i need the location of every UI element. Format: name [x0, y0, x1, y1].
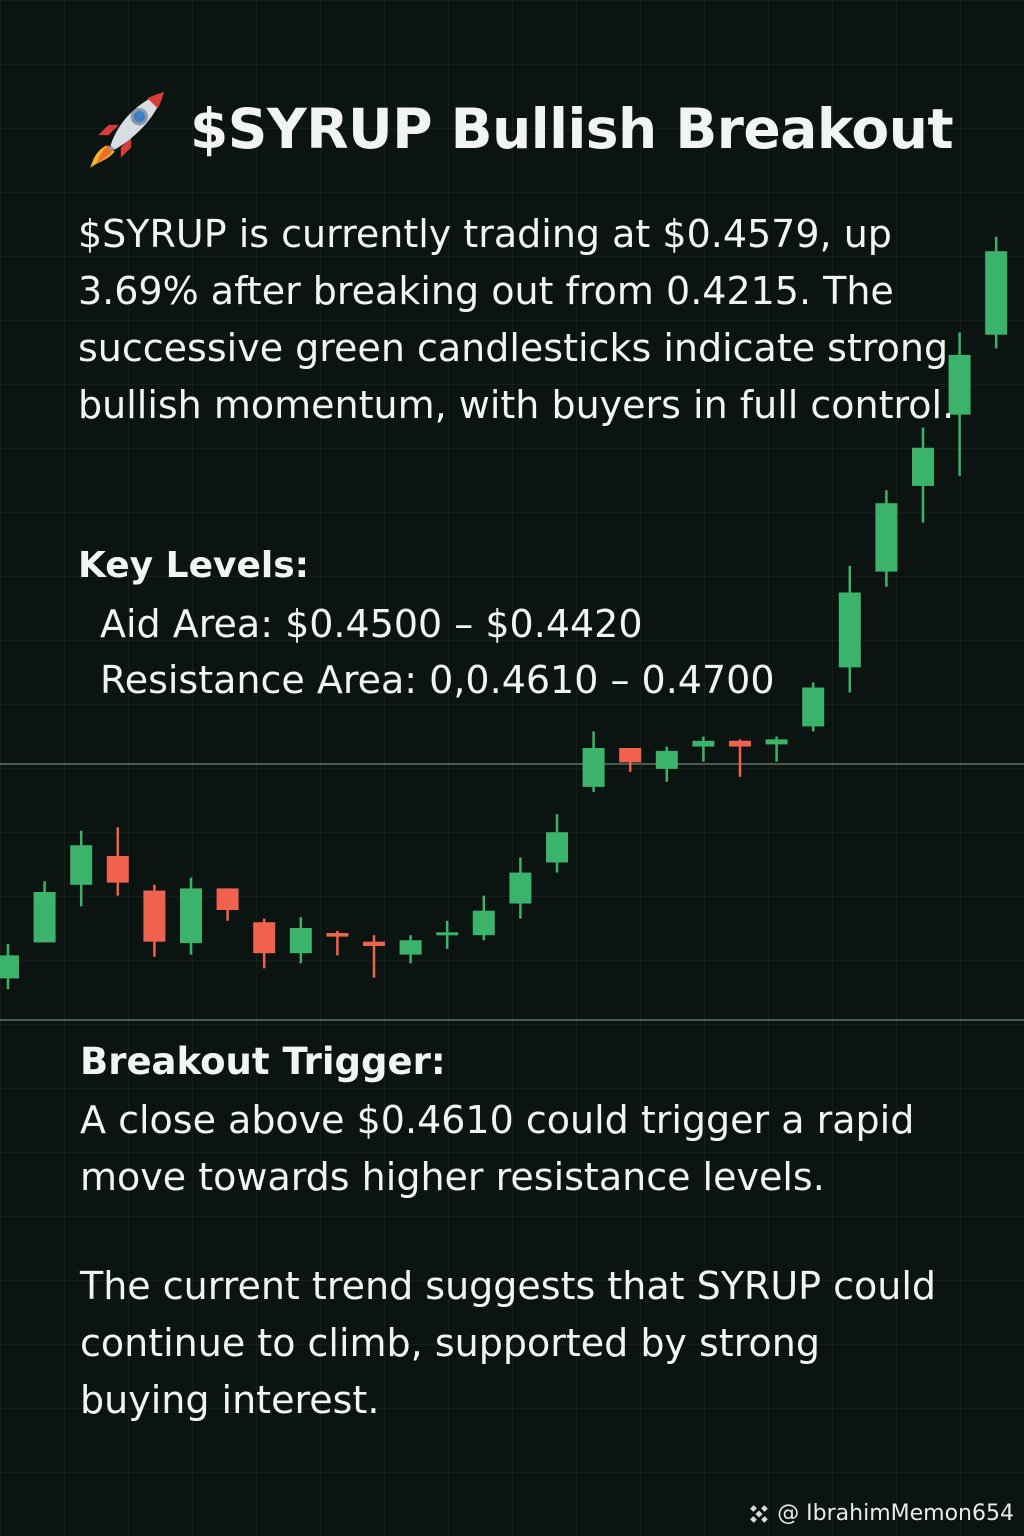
candle-bullish [509, 857, 532, 919]
candle-body [70, 845, 93, 885]
page-title: $SYRUP Bullish Breakout [190, 96, 954, 161]
breakout-trigger-heading: Breakout Trigger: [80, 1040, 446, 1083]
candle-body [436, 932, 459, 936]
candle-bullish [399, 935, 422, 964]
candle-body [509, 872, 532, 904]
candle-body [985, 251, 1008, 335]
rocket-icon [90, 92, 164, 168]
candle-bullish [655, 746, 678, 782]
candle-bearish [729, 739, 751, 777]
candle-body [363, 941, 385, 946]
candle-body [253, 922, 276, 954]
candle-bullish [692, 736, 715, 762]
candle-body [729, 740, 751, 747]
candle-body [216, 888, 239, 910]
outlook-paragraph: The current trend suggests that SYRUP co… [80, 1264, 937, 1422]
intro-paragraph: $SYRUP is currently trading at $0.4579, … [78, 212, 955, 427]
candle-body [619, 748, 642, 763]
candle-bullish [838, 565, 861, 693]
key-levels-heading: Key Levels: [78, 545, 310, 586]
handle-text: @ IbrahimMemon654 [777, 1501, 1014, 1526]
candle-bullish [289, 917, 312, 964]
candle-body [399, 940, 422, 955]
candle-bullish [582, 731, 605, 792]
candle-bullish [33, 881, 56, 943]
candle-bullish [802, 682, 825, 732]
candle-body [106, 856, 129, 883]
author-handle: @ IbrahimMemon654 [747, 1501, 1014, 1526]
support-level: Aid Area: $0.4500 – $0.4420 [100, 602, 643, 646]
candle-body [0, 955, 19, 979]
candle-body [143, 890, 166, 942]
candle-body [765, 739, 788, 745]
candle-body [582, 748, 605, 787]
candle-body [912, 447, 934, 486]
candle-body [289, 928, 312, 954]
candle-bullish [436, 920, 459, 949]
candle-bearish [143, 884, 166, 957]
candle-body [875, 503, 898, 572]
candle-bearish [363, 935, 385, 978]
candle-bullish [472, 895, 495, 941]
candle-body [838, 592, 861, 668]
candle-body [692, 740, 715, 747]
header: $SYRUP Bullish Breakout [86, 88, 954, 170]
candle-body [472, 910, 495, 936]
candle-body [802, 687, 825, 727]
candle-body [655, 750, 678, 769]
candle-bearish [216, 888, 239, 921]
candle-bearish [106, 827, 129, 896]
candle-bullish [765, 736, 788, 762]
candle-bullish [948, 332, 971, 476]
candle-bullish [912, 427, 934, 523]
candle-bullish [0, 943, 19, 990]
candle-bullish [546, 814, 568, 873]
candle-body [33, 892, 56, 943]
candle-body [546, 832, 568, 863]
candle-body [180, 888, 202, 944]
candle-body [326, 933, 349, 937]
candle-bearish [619, 748, 642, 772]
candle-bullish [875, 490, 898, 587]
resistance-level: Resistance Area: 0,0.4610 – 0.4700 [100, 658, 775, 702]
candle-bullish [180, 877, 202, 955]
candle-bullish [985, 236, 1008, 349]
candle-bearish [253, 918, 276, 969]
breakout-trigger-text: A close above $0.4610 could trigger a ra… [80, 1098, 915, 1199]
candle-bearish [326, 930, 349, 956]
candle-bullish [70, 830, 93, 907]
candle-body [948, 354, 971, 415]
binance-icon [750, 1504, 769, 1523]
